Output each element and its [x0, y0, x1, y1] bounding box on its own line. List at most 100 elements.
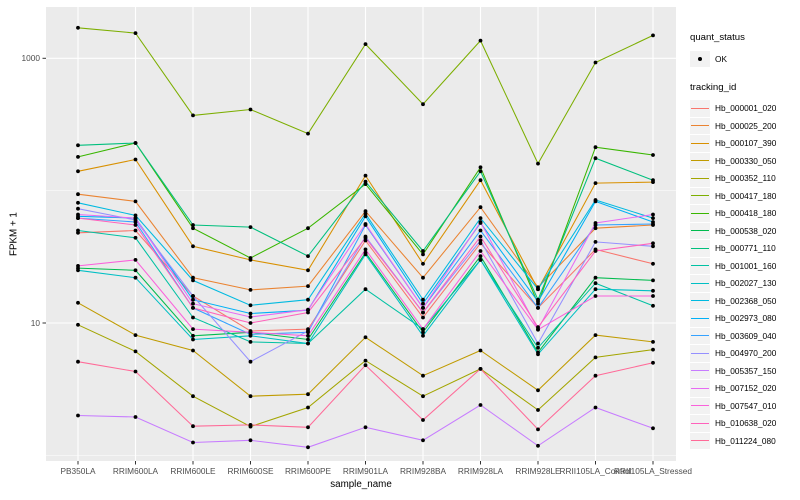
- data-point-Hb_007152_020-RRIM600LE: [191, 301, 195, 306]
- data-point-Hb_002973_080-RRIM901LA: [363, 214, 368, 219]
- legend: quant_status OK tracking_id Hb_000001_02…: [690, 32, 798, 464]
- data-point-Hb_000771_110-PB350LA: [76, 143, 80, 148]
- legend-item-Hb_000025_200: Hb_000025_200: [690, 117, 798, 135]
- legend-item-label: Hb_000001_020: [715, 103, 777, 114]
- x-tick-label: RRII105LA_Control: [559, 466, 632, 476]
- data-point-Hb_011224_080-RRIM928LA: [478, 367, 483, 371]
- legend-key-line-icon: [691, 352, 709, 354]
- data-point-Hb_000771_110-RRIM600LA: [133, 141, 138, 145]
- legend-item-Hb_000001_020: Hb_000001_020: [690, 100, 798, 118]
- data-point-Hb_001001_160-RRIM928LE: [536, 345, 540, 350]
- legend-item-label: Hb_002368_050: [715, 295, 777, 306]
- data-point-Hb_000025_200-RRIM600PE: [306, 284, 310, 288]
- data-point-Hb_000352_110-RRIM600LE: [191, 394, 195, 399]
- data-point-Hb_002368_050-RRIM600SE: [248, 303, 253, 308]
- data-point-Hb_000025_200-RRIM600SE: [248, 288, 253, 292]
- data-point-Hb_005357_150-PB350LA: [76, 413, 80, 418]
- data-point-Hb_004970_200-PB350LA: [76, 206, 80, 211]
- legend-key-swatch: [690, 222, 710, 239]
- data-point-Hb_000771_110-RRIM600LE: [191, 223, 195, 227]
- data-point-Hb_000352_110-RRIM901LA: [363, 358, 368, 363]
- legend-key-line-icon: [691, 387, 709, 389]
- legend-key-swatch: [690, 135, 710, 152]
- data-point-Hb_003609_040-RRII105LA_Stressed: [651, 222, 655, 226]
- data-point-Hb_007547_010-RRIM600SE: [248, 330, 253, 335]
- data-point-Hb_002368_050-RRIM901LA: [363, 211, 368, 216]
- data-point-Hb_002973_080-RRIM600SE: [248, 311, 253, 316]
- legend-key-line-icon: [691, 247, 709, 249]
- data-point-Hb_000771_110-RRIM928LA: [478, 169, 483, 174]
- data-point-Hb_001001_160-RRIM600LE: [191, 315, 195, 320]
- data-point-Hb_000418_180-RRII105LA_Control: [593, 145, 598, 150]
- data-point-Hb_011224_080-RRIM928LE: [536, 427, 540, 432]
- data-point-Hb_000417_180-RRIM600LA: [133, 31, 138, 35]
- data-point-Hb_000417_180-RRIM928LA: [478, 38, 483, 43]
- data-point-Hb_000417_180-PB350LA: [76, 25, 80, 30]
- data-point-Hb_002027_130-RRIM600PE: [306, 341, 310, 346]
- legend-quant-status: quant_status OK: [690, 32, 798, 68]
- data-point-Hb_004970_200-RRIM600LE: [191, 294, 195, 298]
- data-point-Hb_005357_150-RRIM928LE: [536, 443, 540, 448]
- legend-tracking-id-title: tracking_id: [690, 81, 737, 93]
- data-point-Hb_000418_180-RRIM600LE: [191, 226, 195, 231]
- x-tick-label: RRIM600LE: [170, 466, 216, 476]
- data-point-Hb_000330_050-RRIM901LA: [363, 335, 368, 340]
- data-point-Hb_000001_020-RRIM600LA: [133, 228, 138, 233]
- data-point-Hb_000330_050-RRII105LA_Control: [593, 333, 598, 337]
- data-point-Hb_010638_020-RRII105LA_Control: [593, 249, 598, 253]
- x-tick-label: RRIM600SE: [227, 466, 274, 476]
- data-point-Hb_005357_150-RRIM901LA: [363, 425, 368, 430]
- data-point-Hb_010638_020-RRIM901LA: [363, 235, 368, 240]
- legend-item-label: Hb_011224_080: [715, 435, 776, 446]
- data-point-Hb_000352_110-RRIM600LA: [133, 349, 138, 354]
- ok-point-icon: [698, 56, 702, 61]
- legend-item-label: Hb_010638_020: [715, 418, 777, 429]
- data-point-Hb_007152_020-RRIM901LA: [363, 222, 368, 226]
- data-point-Hb_000107_390-PB350LA: [76, 169, 80, 174]
- legend-key-swatch: [690, 327, 710, 344]
- data-point-Hb_002027_130-RRIM928BA: [421, 333, 425, 338]
- data-point-Hb_000025_200-RRIM928BA: [421, 275, 425, 280]
- legend-item-Hb_003609_040: Hb_003609_040: [690, 327, 798, 345]
- data-point-Hb_003609_040-RRIM928LE: [536, 306, 540, 310]
- data-point-Hb_000352_110-RRIM600PE: [306, 405, 310, 410]
- data-point-Hb_011224_080-RRII105LA_Stressed: [651, 360, 655, 365]
- data-point-Hb_002973_080-RRII105LA_Control: [593, 199, 598, 204]
- legend-item-Hb_001001_160: Hb_001001_160: [690, 257, 798, 275]
- legend-key-line-icon: [691, 230, 709, 232]
- legend-key-line-icon: [691, 300, 709, 302]
- data-point-Hb_005357_150-RRIM928LA: [478, 403, 483, 407]
- data-point-Hb_000417_180-RRIM928LE: [536, 161, 540, 166]
- legend-key-swatch: [690, 275, 710, 292]
- x-tick-label: RRIM928LA: [457, 466, 504, 476]
- data-point-Hb_000025_200-RRIM600LA: [133, 199, 138, 204]
- data-point-Hb_000538_020-RRIM928BA: [421, 330, 425, 335]
- legend-item-Hb_007547_010: Hb_007547_010: [690, 397, 798, 415]
- data-point-Hb_005357_150-RRIM600SE: [248, 438, 253, 443]
- data-point-Hb_007547_010-RRIM928LA: [478, 249, 483, 253]
- legend-key-line-icon: [691, 370, 709, 372]
- data-point-Hb_000330_050-RRIM928LA: [478, 348, 483, 353]
- legend-key-swatch: [690, 152, 710, 169]
- data-point-Hb_010638_020-PB350LA: [76, 216, 80, 221]
- data-point-Hb_000538_020-RRIM600LA: [133, 268, 138, 273]
- data-point-Hb_000538_020-RRII105LA_Stressed: [651, 278, 655, 283]
- data-point-Hb_002027_130-RRII105LA_Control: [593, 287, 598, 292]
- legend-key-line-icon: [691, 212, 709, 214]
- data-point-Hb_010638_020-RRIM928LE: [536, 325, 540, 330]
- data-point-Hb_007152_020-RRIM600LA: [133, 216, 138, 221]
- data-point-Hb_004970_200-RRIM600SE: [248, 359, 253, 364]
- legend-key-line-icon: [691, 195, 709, 197]
- legend-item-label: OK: [715, 53, 727, 64]
- data-point-Hb_005357_150-RRIM600LE: [191, 440, 195, 445]
- data-point-Hb_004970_200-RRIM928LA: [478, 238, 483, 243]
- legend-item-label: Hb_000352_110: [715, 173, 776, 184]
- data-point-Hb_005357_150-RRII105LA_Control: [593, 405, 598, 410]
- data-point-Hb_011224_080-RRIM600LE: [191, 424, 195, 429]
- data-point-Hb_007152_020-RRIM600PE: [306, 307, 310, 312]
- data-point-Hb_000330_050-RRIM600LA: [133, 333, 138, 337]
- data-point-Hb_007547_010-RRIM600LA: [133, 258, 138, 262]
- data-point-Hb_000418_180-RRIM928BA: [421, 252, 425, 257]
